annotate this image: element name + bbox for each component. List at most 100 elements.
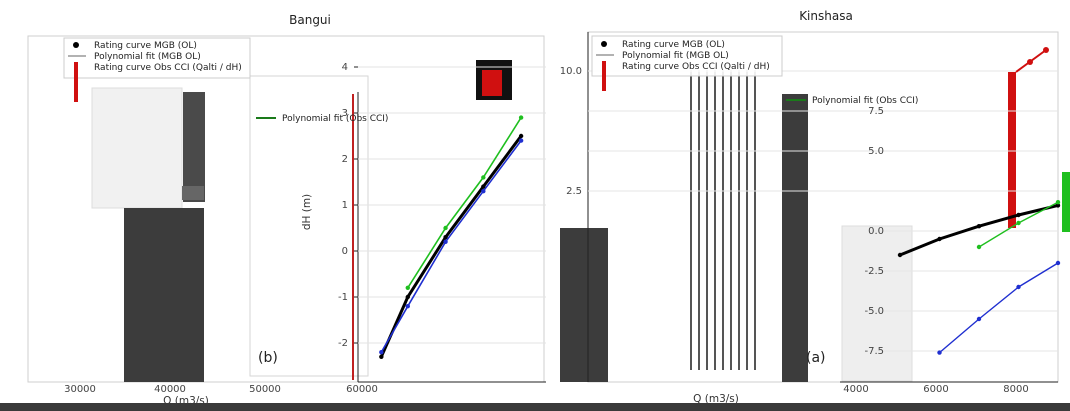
thin-bar <box>706 70 708 370</box>
series-line <box>939 262 1059 354</box>
thin-bar <box>690 70 692 370</box>
grid-lines <box>588 70 1058 352</box>
y-axis-label: dH (m) <box>301 194 313 230</box>
bottom-strip <box>0 403 1070 411</box>
data-point <box>518 115 524 120</box>
y-tick-label: 2 <box>342 154 348 165</box>
bangui-axes: -2 -1 0 1 2 3 4 30000 40000 50000 60000 Bangui dH… <box>63 13 546 407</box>
data-point <box>976 244 982 250</box>
thin-bar <box>730 70 732 370</box>
green-block <box>1062 172 1070 232</box>
legend-box <box>63 37 251 79</box>
thin-bar <box>698 70 700 370</box>
panel-label: (a) <box>806 350 826 366</box>
marker-tops <box>482 47 1049 96</box>
thin-bar <box>714 70 716 370</box>
x-tick-label: 50000 <box>249 384 281 395</box>
red-line <box>352 94 354 380</box>
x-tick-label: 4000 <box>843 384 868 395</box>
data-point <box>1055 200 1061 205</box>
y-tick-label: 5.0 <box>868 146 884 157</box>
legend-entry: Polynomial fit (Obs CCI) <box>812 96 918 106</box>
dark-bar <box>560 228 608 382</box>
kinshasa-axes: -7.5 -5.0 -2.5 0.0 2.5 5.0 7.5 10.0 4000 6000 800… <box>560 9 1061 405</box>
y-tick-label: 4 <box>342 62 348 73</box>
y-tick-label: -7.5 <box>864 346 884 357</box>
y-tick-label: -5.0 <box>864 306 884 317</box>
data-point <box>405 285 410 290</box>
y-tick-label: 0.0 <box>868 226 884 237</box>
legend-entry: Polynomial fit (MGB OL) <box>94 52 201 62</box>
data-point <box>443 225 448 231</box>
data-point <box>937 236 942 242</box>
data-point <box>481 184 486 189</box>
ghost-block <box>91 87 183 209</box>
legend: Rating curve MGB (OL)Polynomial fit (MGB… <box>591 35 918 106</box>
data-point <box>1016 284 1021 290</box>
grey-block <box>182 186 204 200</box>
series-line <box>380 140 522 353</box>
legend-entry: Rating curve MGB (OL) <box>94 41 197 51</box>
legend-entry: Rating curve MGB (OL) <box>622 40 725 50</box>
data-point <box>897 252 903 258</box>
data-point <box>1016 220 1021 226</box>
chart-title: Bangui <box>289 13 331 27</box>
y-tick-label: -1 <box>338 292 348 303</box>
series-group <box>897 200 1061 355</box>
ghost-inner-frame <box>249 75 369 377</box>
y-tick-label: 0 <box>342 246 348 257</box>
x-tick-label: 60000 <box>346 384 378 395</box>
legend-entry: Polynomial fit (MGB OL) <box>622 51 729 61</box>
data-point <box>379 354 384 359</box>
series-group <box>379 115 524 359</box>
data-point <box>1016 212 1021 218</box>
data-point <box>976 224 982 229</box>
y-tick-label: 1 <box>342 200 348 211</box>
red-block <box>482 70 502 96</box>
chart-title: Kinshasa <box>799 9 853 23</box>
legend: Rating curve MGB (OL)Polynomial fit (MGB… <box>63 37 388 124</box>
data-point <box>405 294 410 300</box>
data-point <box>518 133 524 139</box>
x-tick-label: 8000 <box>1003 384 1028 395</box>
data-point <box>405 304 410 309</box>
legend-entry: Rating curve Obs CCI (Qalti / dH) <box>622 62 770 72</box>
series-line <box>407 117 522 289</box>
data-point <box>937 350 942 355</box>
y-tick-label: 10.0 <box>560 66 582 77</box>
legend-marker <box>73 42 79 48</box>
ghost-block-right <box>841 225 913 382</box>
y-tick-label: -2 <box>338 338 348 349</box>
data-point <box>1055 203 1061 208</box>
legend-entry: Polynomial fit (Obs CCI) <box>282 114 388 124</box>
y-tick-label: 2.5 <box>566 186 582 197</box>
thin-bar <box>746 70 748 370</box>
x-tick-label: 30000 <box>64 384 96 395</box>
y-tick-label: 7.5 <box>868 106 884 117</box>
legend-marker <box>601 41 607 47</box>
y-tick-labels: -2 -1 0 1 2 3 4 <box>338 62 358 349</box>
data-point <box>379 350 384 355</box>
y-tick-label: -2.5 <box>864 266 884 277</box>
x-tick-labels: 4000 6000 8000 <box>843 384 1028 395</box>
y-tick-label: 3 <box>342 108 348 119</box>
legend-entry: Rating curve Obs CCI (Qalti / dH) <box>94 63 242 73</box>
red-bar <box>1008 72 1016 228</box>
panel-label: (b) <box>258 350 278 366</box>
legend-marker <box>74 62 78 102</box>
x-axis-label: Q (m3/s) <box>693 393 739 405</box>
background-axes <box>27 31 1059 383</box>
thin-bar <box>722 70 724 370</box>
x-tick-labels: 30000 40000 50000 60000 <box>64 384 378 395</box>
thin-bar <box>754 70 756 370</box>
x-tick-label: 40000 <box>154 384 186 395</box>
red-marker <box>1043 47 1049 53</box>
legend-box <box>591 35 783 77</box>
data-point <box>518 138 524 143</box>
ghost-frame-kinshasa <box>587 31 1059 383</box>
x-tick-label: 6000 <box>923 384 948 395</box>
glitch-bars <box>124 60 1070 382</box>
legend-marker <box>602 61 606 91</box>
data-point <box>481 175 486 180</box>
